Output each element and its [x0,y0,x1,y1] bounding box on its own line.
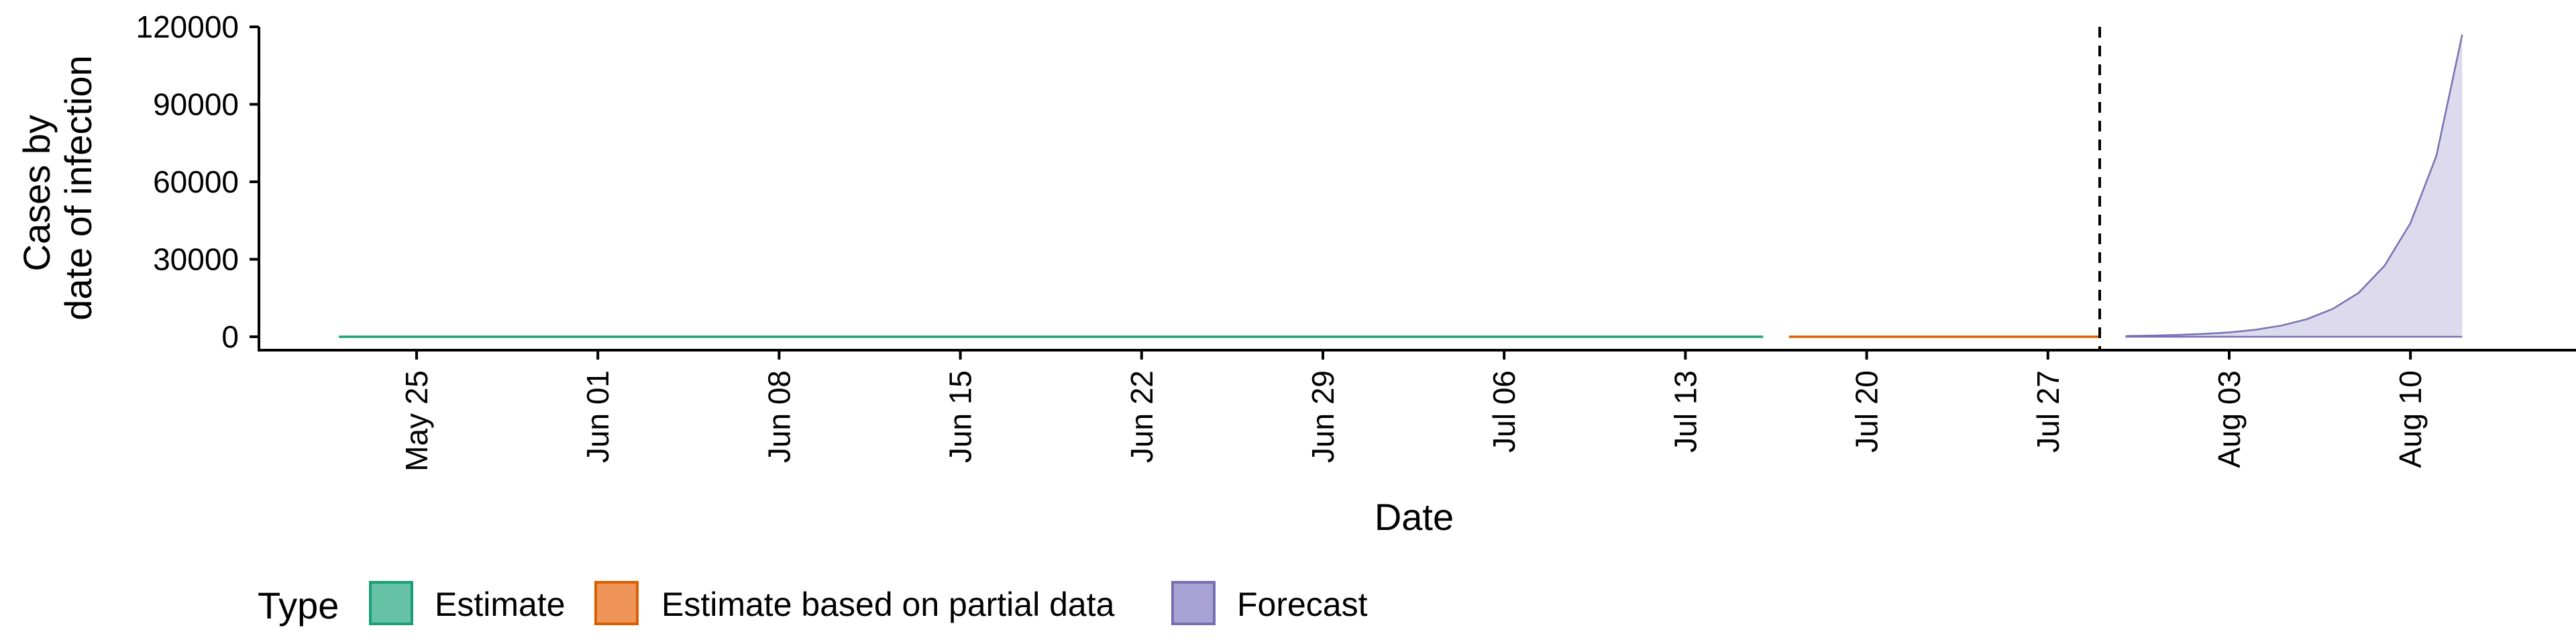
x-tick-label: Jul 13 [1668,370,1703,453]
x-tick-label: Jun 15 [943,370,978,463]
series-forecast-line [2125,34,2463,337]
legend-swatch-forecast [1171,581,1216,625]
legend-label-estimate: Estimate [435,586,566,623]
y-tick-label: 120000 [136,9,239,44]
x-tick-label: Jun 22 [1124,370,1159,463]
y-tick-label: 90000 [153,87,239,122]
legend-swatch-partial [594,581,639,625]
y-axis-ticks: 0 30000 60000 90000 120000 [136,9,259,354]
legend: Type Estimate Estimate based on partial … [258,581,1368,627]
x-tick-label: Jun 01 [580,370,615,463]
x-tick-label: Jul 20 [1849,370,1884,453]
legend-entry-partial: Estimate based on partial data [594,581,1115,625]
y-axis-title: Cases by date of infection [15,55,99,320]
x-tick-label: Jul 27 [2031,370,2065,453]
y-tick-label: 0 [221,319,239,354]
x-axis-ticks: May 25 Jun 01 Jun 08 Jun 15 Jun 22 Jun 29 Jul … [399,350,2428,472]
x-tick-label: Jul 06 [1487,370,1521,453]
legend-swatch-estimate [369,581,413,625]
x-tick-label: May 25 [399,370,434,472]
x-tick-label: Aug 03 [2212,370,2247,468]
series-forecast-area [2125,34,2463,337]
legend-title: Type [258,584,339,627]
y-axis-title-line-2: date of infection [57,55,99,320]
y-axis-title-line-1: Cases by [15,115,58,271]
legend-label-partial: Estimate based on partial data [661,586,1115,623]
x-tick-label: Jun 29 [1305,370,1340,463]
legend-entry-estimate: Estimate [369,581,566,625]
legend-label-forecast: Forecast [1237,586,1368,623]
plot-area [339,27,2463,350]
legend-entry-forecast: Forecast [1171,581,1368,625]
y-tick-label: 30000 [153,242,239,277]
x-tick-label: Aug 10 [2393,370,2428,468]
y-tick-label: 60000 [153,164,239,199]
x-tick-label: Jun 08 [761,370,796,463]
x-axis-title: Date [1375,496,1454,538]
